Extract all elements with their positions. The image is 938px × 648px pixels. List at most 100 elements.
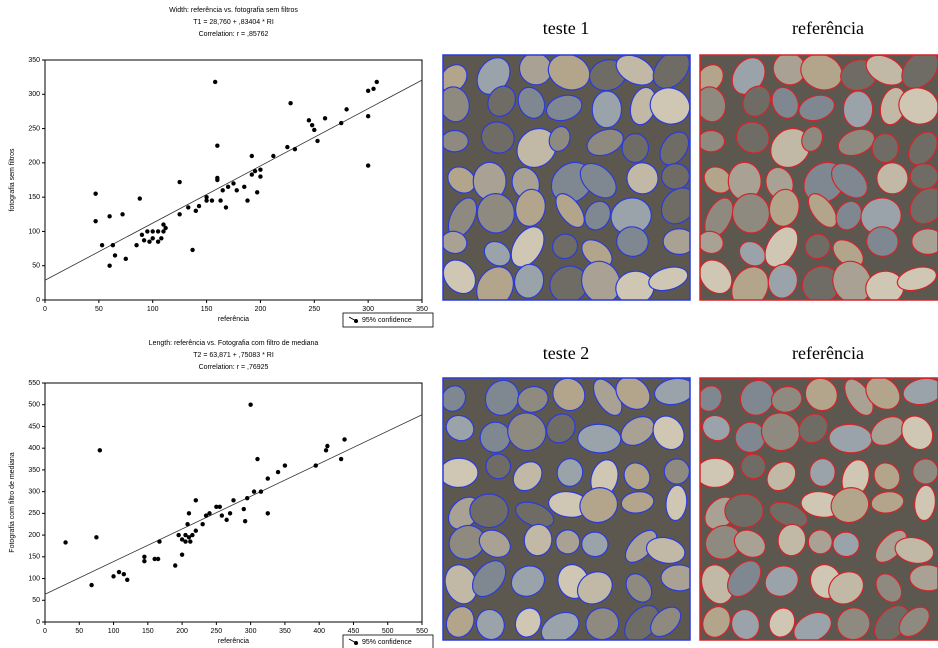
x-tick-label: 0 (43, 628, 47, 635)
data-point (365, 114, 371, 119)
data-point (161, 222, 166, 227)
photo-content (443, 55, 690, 300)
plot-frame (44, 59, 423, 301)
y-axis-label: fotografia sem filtros (9, 148, 16, 212)
pebble (700, 259, 733, 295)
pebble (649, 87, 690, 125)
pebble (830, 487, 870, 524)
data-point (99, 242, 105, 248)
data-point (227, 511, 233, 516)
pebble (894, 536, 935, 565)
pebble (483, 240, 512, 267)
data-point (183, 539, 188, 544)
data-point (254, 190, 260, 195)
pebble (443, 259, 477, 295)
data-point (163, 225, 168, 231)
data-point (177, 179, 182, 185)
pebble (870, 491, 905, 514)
pebble (585, 607, 620, 640)
pebble (620, 416, 655, 446)
pebble (908, 131, 938, 166)
pebble (768, 501, 809, 529)
pebble (555, 529, 581, 555)
x-tick-label: 550 (416, 628, 428, 635)
data-point (121, 572, 127, 577)
y-tick-label: 200 (28, 532, 40, 539)
pebble (576, 571, 613, 605)
pebble (443, 129, 469, 153)
pebble (445, 414, 475, 442)
x-tick-label: 250 (308, 306, 320, 313)
pebble (620, 491, 655, 514)
data-point (371, 86, 376, 92)
legend-box (342, 312, 434, 328)
pebble (766, 461, 797, 492)
panel-label: referência (792, 18, 864, 38)
data-point (231, 181, 236, 186)
pebble (876, 162, 909, 195)
pebble (739, 379, 775, 416)
data-point (188, 539, 193, 544)
data-point (157, 539, 162, 544)
pebble (865, 378, 901, 411)
data-point (190, 247, 195, 253)
data-point (179, 537, 185, 542)
data-point (255, 456, 260, 462)
legend-box (342, 634, 434, 648)
y-tick-label: 500 (28, 402, 40, 409)
data-point (155, 229, 161, 234)
panel-label: referência (792, 343, 864, 363)
data-point (245, 495, 250, 501)
photo (699, 54, 938, 301)
pebble (547, 55, 591, 91)
data-point (186, 205, 191, 210)
x-tick-label: 50 (95, 306, 103, 313)
data-point (116, 569, 122, 575)
photo (442, 377, 691, 641)
pebble (738, 240, 767, 267)
pebble (832, 239, 864, 268)
pebble (902, 378, 938, 406)
chart-title: Width: referência vs. fotografia sem fil… (169, 7, 298, 14)
pebble (579, 487, 619, 524)
pebble (476, 266, 514, 300)
x-tick-label: 250 (211, 628, 223, 635)
data-point (177, 212, 182, 217)
data-point (183, 532, 188, 538)
pebble (484, 379, 520, 416)
pebble (515, 188, 546, 227)
pebble (579, 162, 617, 199)
photo-content (700, 55, 938, 300)
x-tick-label: 500 (382, 628, 394, 635)
pebble (510, 226, 545, 268)
data-point (223, 205, 229, 210)
pebble (662, 228, 690, 255)
data-point (374, 79, 379, 85)
y-tick-label: 200 (28, 160, 40, 167)
data-point (204, 194, 209, 200)
pebble (909, 187, 938, 225)
pebble (700, 129, 726, 153)
y-tick-label: 100 (28, 228, 40, 235)
data-point (134, 242, 139, 248)
pebble (615, 378, 651, 411)
x-tick-label: 300 (245, 628, 257, 635)
data-point (285, 144, 290, 150)
pebble (645, 536, 686, 565)
pebble (828, 571, 865, 605)
data-point (258, 167, 263, 172)
pebble (724, 493, 764, 529)
data-point (313, 463, 318, 468)
data-point (155, 239, 161, 244)
data-point (212, 79, 218, 85)
data-point (159, 236, 164, 241)
pebble (443, 86, 470, 123)
pebble (545, 413, 576, 444)
pebble (487, 85, 517, 117)
pebble (740, 453, 767, 480)
pebble (909, 163, 938, 190)
pebble (832, 260, 873, 300)
y-tick-label: 450 (28, 423, 40, 430)
x-tick-label: 150 (142, 628, 154, 635)
pebble (768, 188, 800, 227)
